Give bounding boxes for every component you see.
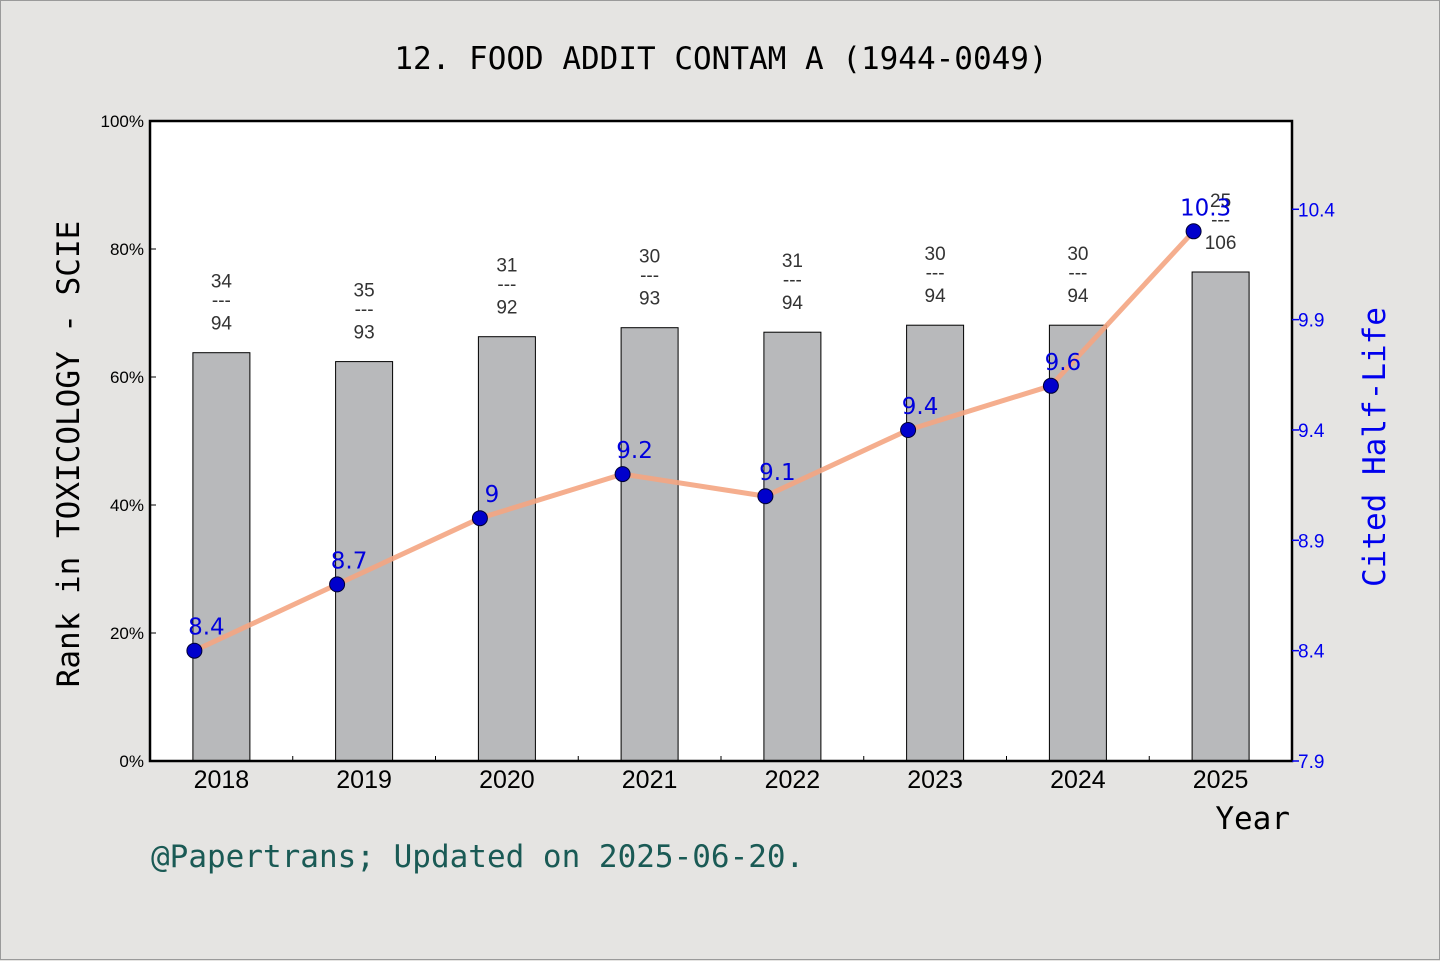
- half-life-point-2025: [1185, 223, 1202, 240]
- bar-2018: [192, 352, 251, 762]
- x-tick-label-2021: 2021: [622, 766, 678, 794]
- half-life-point-2021: [614, 466, 631, 483]
- rank-numerator-2024: 30: [1067, 244, 1088, 265]
- half-life-value-2024: 9.6: [1045, 350, 1082, 376]
- y2-tick-label: 8.4: [1298, 642, 1325, 663]
- y2-axis-label: Cited Half-Life: [1357, 307, 1393, 587]
- rank-denominator-2021: 93: [639, 289, 660, 310]
- footer-credit: @Papertrans; Updated on 2025-06-20.: [151, 839, 804, 875]
- bar-2022: [763, 331, 822, 762]
- half-life-value-2019: 8.7: [331, 548, 368, 574]
- half-life-value-2023: 9.4: [902, 394, 939, 420]
- x-tick-label-2018: 2018: [194, 766, 250, 794]
- bar-2025: [1191, 271, 1250, 762]
- y2-tick-label: 10.4: [1298, 200, 1335, 221]
- half-life-value-2021: 9.2: [616, 438, 653, 464]
- rank-numerator-2018: 34: [211, 272, 233, 293]
- x-tick-label-2019: 2019: [336, 766, 392, 794]
- rank-denominator-2018: 94: [211, 314, 233, 335]
- rank-separator-2021: ---: [640, 266, 659, 287]
- bar-2023: [906, 324, 965, 762]
- x-tick-label-2023: 2023: [907, 766, 963, 794]
- rank-denominator-2019: 93: [354, 323, 375, 344]
- x-tick-label-2022: 2022: [765, 766, 821, 794]
- rank-numerator-2023: 30: [925, 244, 946, 265]
- chart-title: 12. FOOD ADDIT CONTAM A (1944-0049): [394, 41, 1047, 77]
- rank-labels: 34---9435---9331---9230---9331---9430---…: [211, 191, 1237, 344]
- x-axis-label: Year: [1215, 801, 1290, 837]
- y2-tick-label: 9.9: [1298, 311, 1324, 332]
- rank-separator-2018: ---: [212, 291, 231, 312]
- y-tick-label: 40%: [110, 496, 144, 515]
- plot-area: [150, 121, 1292, 761]
- half-life-point-2022: [757, 488, 774, 505]
- x-tick-label-2024: 2024: [1050, 766, 1106, 794]
- half-life-point-2018: [186, 642, 203, 659]
- right-y-axis: 7.9 8.4 8.9 9.4 9.9 10.4: [1292, 200, 1335, 773]
- y-axis-label: Rank in TOXICOLOGY - SCIE: [51, 221, 87, 688]
- half-life-value-2025: 10.3: [1180, 195, 1231, 221]
- bar-2024: [1048, 324, 1107, 762]
- y-tick-label: 60%: [110, 368, 144, 387]
- y2-tick-label: 7.9: [1298, 752, 1324, 773]
- bar-2021: [620, 327, 679, 762]
- half-life-value-2022: 9.1: [759, 460, 796, 486]
- half-life-line: [193, 229, 1196, 653]
- x-tick-label-2020: 2020: [479, 766, 535, 794]
- rank-numerator-2025: 25: [1210, 191, 1231, 212]
- y-tick-label: 20%: [110, 624, 144, 643]
- rank-separator-2020: ---: [497, 275, 516, 296]
- rank-numerator-2021: 30: [639, 247, 660, 268]
- rank-denominator-2022: 94: [782, 293, 804, 314]
- y-tick-label: 80%: [110, 240, 144, 259]
- rank-separator-2019: ---: [355, 300, 374, 321]
- left-y-axis: 0% 20% 40% 60% 80% 100%: [101, 112, 156, 771]
- y2-tick-label: 9.4: [1298, 421, 1325, 442]
- rank-numerator-2019: 35: [354, 281, 375, 302]
- half-life-point-2023: [900, 422, 917, 438]
- rank-separator-2023: ---: [926, 263, 945, 284]
- rank-separator-2025: ---: [1211, 210, 1230, 231]
- half-life-value-2018: 8.4: [188, 615, 225, 641]
- x-tick-label-2025: 2025: [1193, 766, 1249, 794]
- x-axis: 2018 2019 2020 2021 2022 2023 2024 2025: [149, 756, 1293, 794]
- half-life-value-2020: 9: [485, 482, 500, 508]
- rank-denominator-2025: 106: [1205, 233, 1237, 254]
- rank-separator-2024: ---: [1068, 263, 1087, 284]
- half-life-point-2020: [471, 510, 488, 527]
- y2-tick-label: 8.9: [1298, 531, 1324, 552]
- half-life-point-2019: [329, 576, 346, 593]
- rank-numerator-2022: 31: [782, 251, 803, 272]
- half-life-series: 8.4 8.7 9 9.2 9.1 9.4 9.6 10.3: [186, 195, 1231, 659]
- rank-separator-2022: ---: [783, 270, 802, 291]
- bar-2020: [477, 336, 536, 762]
- bar-series: [192, 271, 1250, 762]
- rank-numerator-2020: 31: [496, 256, 517, 277]
- rank-denominator-2020: 92: [496, 298, 517, 319]
- half-life-point-2024: [1042, 377, 1059, 394]
- y-tick-label: 100%: [101, 112, 144, 131]
- rank-denominator-2023: 94: [925, 286, 947, 307]
- rank-denominator-2024: 94: [1067, 286, 1089, 307]
- y-tick-label: 0%: [119, 752, 144, 771]
